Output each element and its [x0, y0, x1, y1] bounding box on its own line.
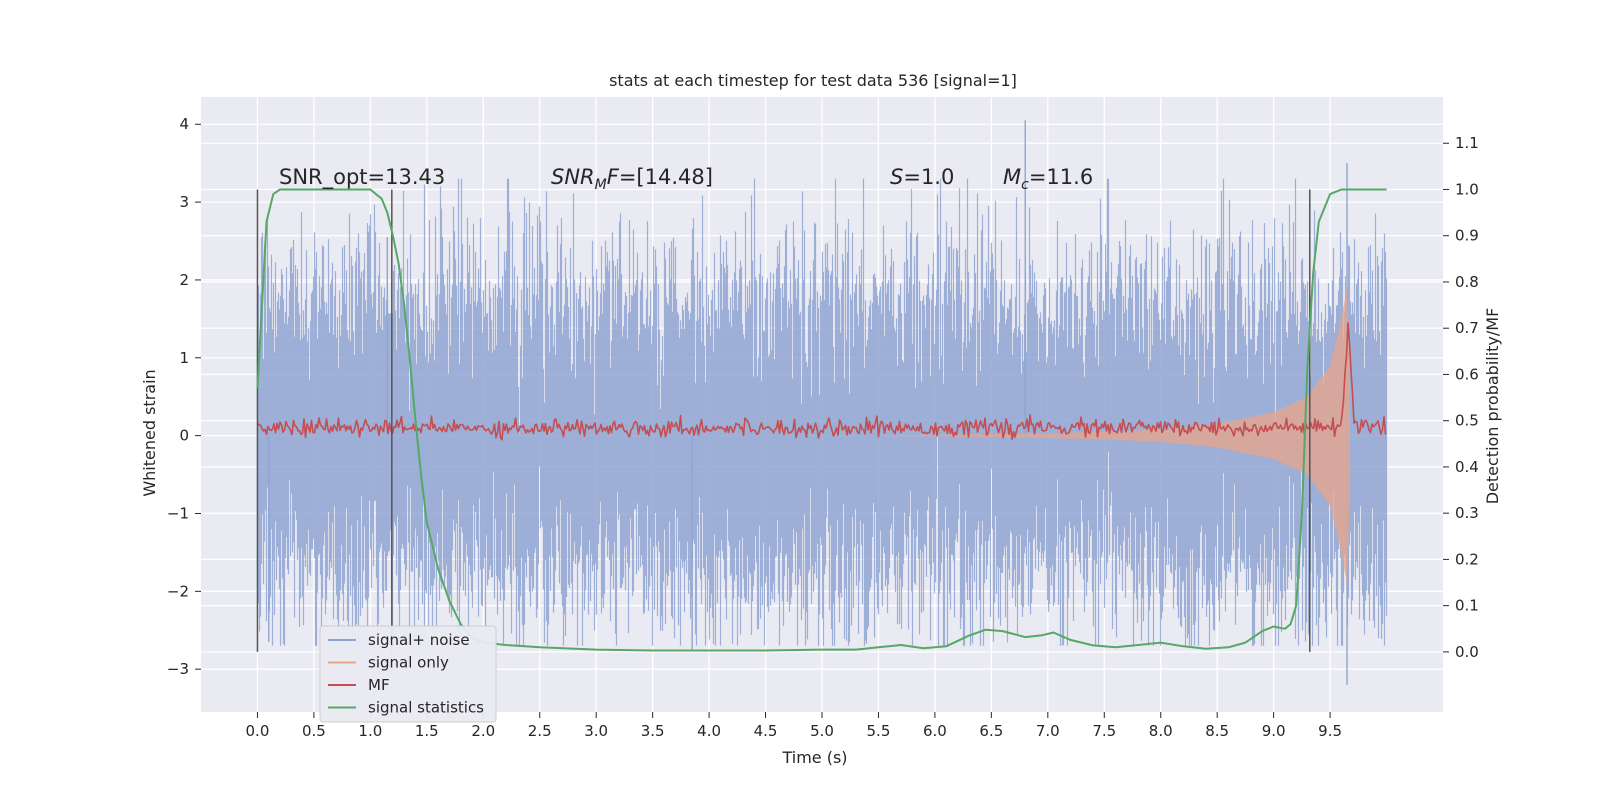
- legend-label-2: MF: [368, 676, 390, 694]
- y-tick-label-2: −1: [167, 504, 189, 522]
- s-value: =1.0: [903, 165, 954, 189]
- legend-label-3: signal statistics: [368, 699, 484, 717]
- annotation-snr-mf: SNRMF=[14.48]: [551, 165, 713, 193]
- annotation-mc: Mc=11.6: [1003, 165, 1093, 193]
- mf-series: [256, 322, 1387, 441]
- vertical-markers: [256, 189, 1311, 652]
- x-tick-label-3: 1.5: [415, 722, 439, 740]
- y2-tick-label-4: 0.4: [1455, 458, 1479, 476]
- mc-value: =11.6: [1029, 165, 1093, 189]
- y2-tick-label-3: 0.3: [1455, 504, 1479, 522]
- x-tick-label-12: 6.0: [923, 722, 947, 740]
- y-tick-label-7: 4: [179, 115, 189, 133]
- legend-box: [319, 625, 497, 723]
- x-tick-label-18: 9.0: [1262, 722, 1286, 740]
- mc-subscript: c: [1021, 177, 1029, 193]
- y2-tick-label-8: 0.8: [1455, 273, 1479, 291]
- x-axis-ticks: 0.0 0.5 1.0 1.5 2.0 2.5 3.0 3.5 4.0 4.5 5.0 5.5 6.0 6…: [246, 712, 1342, 740]
- x-tick-label-9: 4.5: [754, 722, 778, 740]
- snr-mf-subscript: M: [595, 177, 607, 193]
- y-tick-label-6: 3: [179, 193, 189, 211]
- annotation-snr-opt: SNR_opt=13.43: [279, 165, 445, 190]
- chart-title: stats at each timestep for test data 536…: [609, 71, 1017, 90]
- x-tick-label-14: 7.0: [1036, 722, 1060, 740]
- y-tick-label-1: −2: [167, 582, 189, 600]
- legend: signal+ noise signal only MF signal statist…: [319, 625, 497, 723]
- y-right-axis-label: Detection probability/MF: [1483, 308, 1502, 505]
- snr-mf-f: F: [607, 165, 620, 189]
- x-tick-label-2: 1.0: [358, 722, 382, 740]
- y-tick-label-4: 1: [179, 349, 189, 367]
- y-axis-label: Whitened strain: [140, 369, 159, 496]
- signal-only-series: [878, 287, 1350, 584]
- y2-tick-label-7: 0.7: [1455, 319, 1479, 337]
- x-axis-label: Time (s): [781, 748, 847, 767]
- y2-tick-label-0: 0.0: [1455, 643, 1479, 661]
- signal-statistics-line: [256, 188, 1387, 652]
- legend-label-1: signal only: [368, 654, 449, 672]
- mf-line: [256, 322, 1387, 441]
- y-axis-ticks: −3 −2 −1 0 1 2 3 4: [167, 115, 201, 678]
- y-tick-label-0: −3: [167, 660, 189, 678]
- y2-tick-label-6: 0.6: [1455, 365, 1479, 383]
- x-tick-label-19: 9.5: [1318, 722, 1342, 740]
- y2-tick-label-2: 0.2: [1455, 550, 1479, 568]
- y2-tick-label-10: 1.0: [1455, 180, 1479, 198]
- annotation-s: S=1.0: [890, 165, 954, 189]
- x-tick-label-7: 3.5: [641, 722, 665, 740]
- s-symbol: S: [890, 165, 903, 189]
- x-tick-label-10: 5.0: [810, 722, 834, 740]
- x-tick-label-4: 2.0: [471, 722, 495, 740]
- signal-only-envelope: [878, 287, 1350, 584]
- x-tick-label-11: 5.5: [867, 722, 891, 740]
- y2-tick-label-1: 0.1: [1455, 597, 1479, 615]
- x-tick-label-13: 6.5: [979, 722, 1003, 740]
- x-tick-label-0: 0.0: [246, 722, 270, 740]
- x-tick-label-15: 7.5: [1092, 722, 1116, 740]
- y2-tick-label-11: 1.1: [1455, 134, 1479, 152]
- x-tick-label-8: 4.0: [697, 722, 721, 740]
- y-tick-label-3: 0: [179, 427, 189, 445]
- y-right-axis-ticks: 0.0 0.1 0.2 0.3 0.4 0.5 0.6 0.7 0.8 0.9 1.0 1.1: [1443, 134, 1479, 661]
- signal-statistics-series: [256, 188, 1387, 652]
- mc-symbol: M: [1003, 165, 1021, 189]
- x-tick-label-1: 0.5: [302, 722, 326, 740]
- x-tick-label-6: 3.0: [584, 722, 608, 740]
- x-tick-label-17: 8.5: [1205, 722, 1229, 740]
- legend-label-0: signal+ noise: [368, 631, 470, 649]
- snr-mf-symbol: SNR: [551, 165, 595, 189]
- y2-tick-label-5: 0.5: [1455, 412, 1479, 430]
- y2-tick-label-9: 0.9: [1455, 227, 1479, 245]
- snr-mf-value: =[14.48]: [619, 165, 713, 189]
- x-tick-label-16: 8.0: [1149, 722, 1173, 740]
- x-tick-label-5: 2.5: [528, 722, 552, 740]
- y-tick-label-5: 2: [179, 271, 189, 289]
